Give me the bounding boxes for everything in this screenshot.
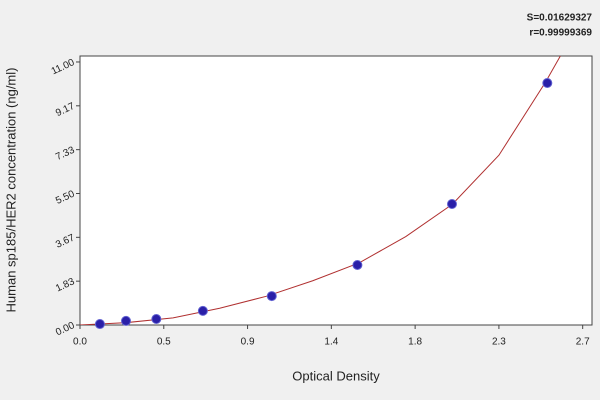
y-tick-label: 11.00	[50, 57, 77, 77]
y-tick-label: 7.33	[54, 145, 77, 163]
y-tick-label: 5.50	[54, 188, 77, 206]
data-point	[197, 305, 208, 316]
data-point	[151, 314, 162, 325]
fit-curve	[80, 56, 561, 325]
data-point	[120, 315, 131, 326]
data-point	[266, 291, 277, 302]
y-tick-label: 1.83	[54, 276, 77, 294]
annotation: r=0.99999369	[529, 28, 592, 39]
y-axis-title: Human sp185/HER2 concentration (ng/ml)	[3, 68, 18, 313]
x-tick-label: 0.9	[241, 337, 255, 348]
data-point	[542, 78, 553, 89]
data-point	[352, 259, 363, 270]
y-tick-label: 0.00	[54, 320, 77, 338]
y-tick-label: 3.67	[54, 232, 77, 250]
x-tick-label: 0.0	[73, 337, 87, 348]
plot-area	[79, 55, 593, 326]
x-tick-label: 2.3	[492, 337, 506, 348]
annotation: S=0.01629327	[527, 13, 593, 24]
x-tick-label: 0.5	[157, 337, 171, 348]
x-tick-label: 1.4	[324, 337, 338, 348]
y-tick-label: 9.17	[54, 101, 77, 119]
x-axis-title: Optical Density	[292, 368, 380, 383]
x-tick-label: 1.8	[408, 337, 422, 348]
data-point	[94, 319, 105, 330]
x-tick-label: 2.7	[576, 337, 590, 348]
data-point	[446, 199, 457, 210]
